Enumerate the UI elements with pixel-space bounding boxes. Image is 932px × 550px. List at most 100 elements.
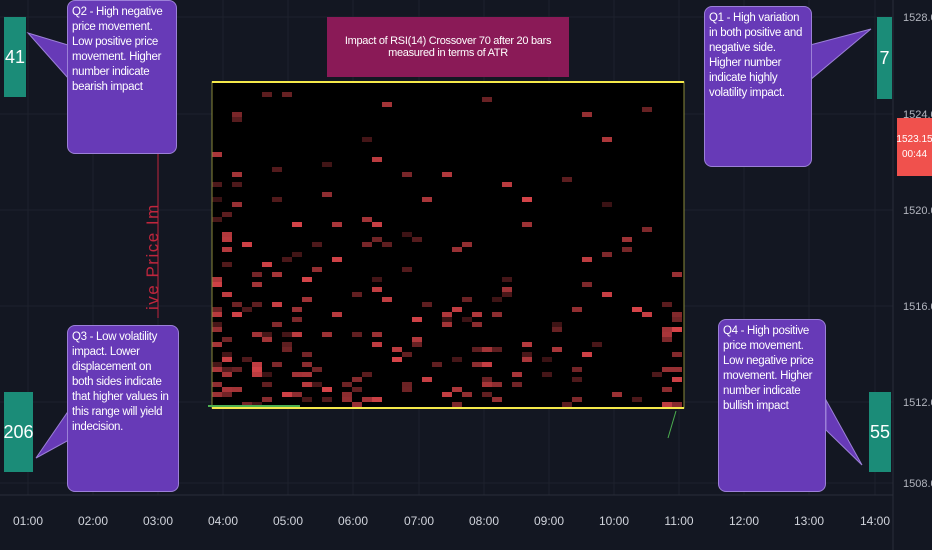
heat-cell [562, 177, 572, 182]
heat-cell [662, 327, 672, 332]
heat-cell [232, 117, 242, 122]
heat-cell [212, 362, 222, 367]
heat-cell [412, 317, 422, 322]
heat-cell [262, 92, 272, 97]
heat-cell [462, 317, 472, 322]
heat-cell [252, 362, 262, 367]
heatmap-title: Impact of RSI(14) Crossover 70 after 20 … [327, 17, 569, 77]
heat-cell [252, 302, 262, 307]
heat-cell [382, 102, 392, 107]
q3-count: 206 [3, 392, 34, 472]
heat-cell [672, 352, 682, 357]
q2-count: 41 [4, 17, 26, 97]
heat-cell [482, 377, 492, 382]
heat-cell [672, 402, 682, 407]
heat-cell [262, 262, 272, 267]
heat-cell [292, 317, 302, 322]
heat-cell [392, 347, 402, 352]
heat-cell [342, 397, 352, 402]
heat-cell [222, 357, 232, 362]
heat-cell [352, 292, 362, 297]
q1-callout[interactable]: Q1 - High variation in both positive and… [704, 6, 812, 167]
heat-cell [482, 97, 492, 102]
heat-cell [232, 202, 242, 207]
heat-cell [602, 202, 612, 207]
heat-cell [372, 222, 382, 227]
heat-cell [212, 322, 222, 327]
heat-cell [652, 372, 662, 377]
heat-cell [302, 382, 312, 387]
heat-cell [372, 287, 382, 292]
price-label: 1520.00 [903, 205, 932, 217]
heat-cell [292, 252, 302, 257]
heat-cell [442, 317, 452, 322]
time-axis[interactable]: 01:00 02:00 03:00 04:00 05:00 06:00 07:0… [13, 514, 890, 528]
heat-cell [302, 297, 312, 302]
heat-cell [272, 362, 282, 367]
heat-cell [502, 287, 512, 292]
heat-cell [292, 372, 302, 377]
heat-cell [522, 197, 532, 202]
time-label: 03:00 [143, 514, 173, 528]
heat-cell [282, 342, 292, 347]
heat-cell [402, 172, 412, 177]
heat-cell [662, 332, 672, 337]
heat-cell [352, 332, 362, 337]
time-label: 13:00 [794, 514, 824, 528]
time-label: 05:00 [273, 514, 303, 528]
heat-cell [672, 312, 682, 317]
q4-callout[interactable]: Q4 - High positive price movement. Low n… [718, 319, 826, 492]
heat-cell [402, 232, 412, 237]
price-label: 1508.00 [903, 478, 932, 490]
heat-cell [322, 397, 332, 402]
heat-cell [412, 342, 422, 347]
heat-cell [552, 322, 562, 327]
heat-cell [632, 307, 642, 312]
heat-cell [262, 372, 272, 377]
heat-cell [572, 377, 582, 382]
heat-cell [322, 192, 332, 197]
heat-cell [332, 257, 342, 262]
heat-cell [522, 222, 532, 227]
heat-cell [282, 257, 292, 262]
heat-cell [632, 397, 642, 402]
heat-cell [672, 317, 682, 322]
heat-cell [452, 402, 462, 407]
q3-callout[interactable]: Q3 - Low volatility impact. Lower displa… [67, 325, 179, 492]
heat-cell [262, 337, 272, 342]
q3-pointer [35, 408, 70, 459]
heat-cell [212, 392, 222, 397]
heat-cell [222, 247, 232, 252]
heat-cell [282, 347, 292, 352]
price-axis[interactable]: 1528.00 1524.00 1520.00 1516.00 1512.00 … [903, 12, 932, 490]
heat-cell [282, 92, 292, 97]
heat-cell [232, 112, 242, 117]
heat-cell [582, 352, 592, 357]
heat-cell [592, 342, 602, 347]
heat-cell [242, 402, 252, 407]
heat-cell [232, 387, 242, 392]
q2-pointer [26, 32, 69, 80]
heat-cell [362, 137, 372, 142]
heat-cell [242, 357, 252, 362]
heat-cell [262, 332, 272, 337]
heat-cell [662, 402, 672, 407]
time-label: 14:00 [860, 514, 890, 528]
heat-cell [522, 357, 532, 362]
q2-callout[interactable]: Q2 - High negative price movement. Low p… [67, 0, 177, 154]
heat-cell [452, 247, 462, 252]
heat-cell [312, 242, 322, 247]
heat-cell [642, 107, 652, 112]
heat-cell [232, 182, 242, 187]
heat-cell [582, 282, 592, 287]
heat-cell [332, 312, 342, 317]
heat-cell [482, 347, 492, 352]
heat-cell [322, 332, 332, 337]
heat-cell [292, 307, 302, 312]
heat-cell [502, 292, 512, 297]
q4-count: 55 [869, 392, 891, 472]
price-label: 1528.00 [903, 12, 932, 24]
heat-cell [212, 197, 222, 202]
heat-cell [302, 362, 312, 367]
